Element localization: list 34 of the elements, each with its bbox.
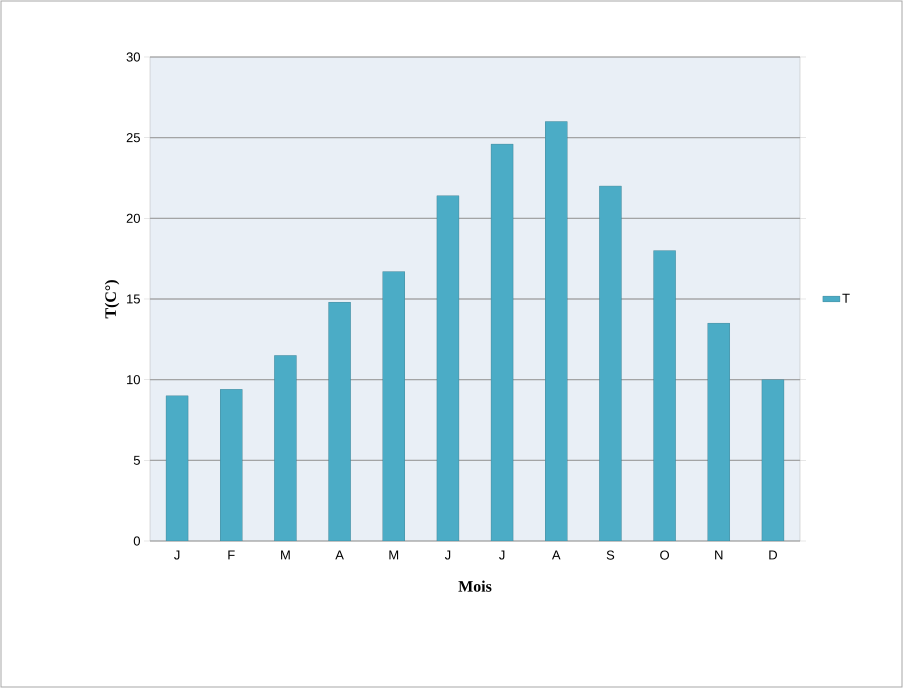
x-tick-label: S bbox=[606, 550, 614, 560]
x-axis-title: Mois bbox=[458, 580, 492, 592]
bar bbox=[490, 144, 514, 541]
x-tick-label: J bbox=[499, 550, 504, 560]
y-tick-label: 20 bbox=[126, 214, 140, 223]
y-tick-label: 10 bbox=[127, 375, 140, 384]
bar bbox=[708, 323, 730, 541]
x-tick-label: A bbox=[552, 550, 561, 560]
x-tick-label: O bbox=[660, 550, 670, 560]
x-tick-label: J bbox=[444, 550, 450, 560]
legend-label: T bbox=[842, 294, 850, 303]
x-tick-label: D bbox=[769, 550, 777, 560]
bar bbox=[653, 250, 676, 541]
bar bbox=[274, 355, 297, 541]
y-tick-label: 0 bbox=[134, 536, 140, 546]
x-tick-label: M bbox=[281, 550, 290, 560]
x-tick-label: A bbox=[335, 550, 344, 560]
y-tick-label: 25 bbox=[126, 133, 140, 142]
y-tick-label: 5 bbox=[134, 456, 140, 465]
bar bbox=[220, 389, 242, 541]
bar bbox=[382, 271, 405, 541]
x-tick-label: F bbox=[228, 550, 235, 560]
y-axis-title: T(C°) bbox=[104, 280, 120, 318]
x-tick-label: J bbox=[174, 550, 180, 560]
x-tick-label: N bbox=[715, 550, 722, 560]
y-tick-label: 30 bbox=[126, 52, 140, 62]
x-tick-label: M bbox=[389, 550, 398, 560]
bar bbox=[545, 121, 568, 541]
bar bbox=[599, 186, 622, 541]
bar bbox=[762, 379, 784, 541]
y-tick-label: 15 bbox=[127, 294, 140, 304]
bar bbox=[436, 196, 460, 541]
bar bbox=[328, 302, 351, 541]
bar bbox=[166, 396, 188, 541]
